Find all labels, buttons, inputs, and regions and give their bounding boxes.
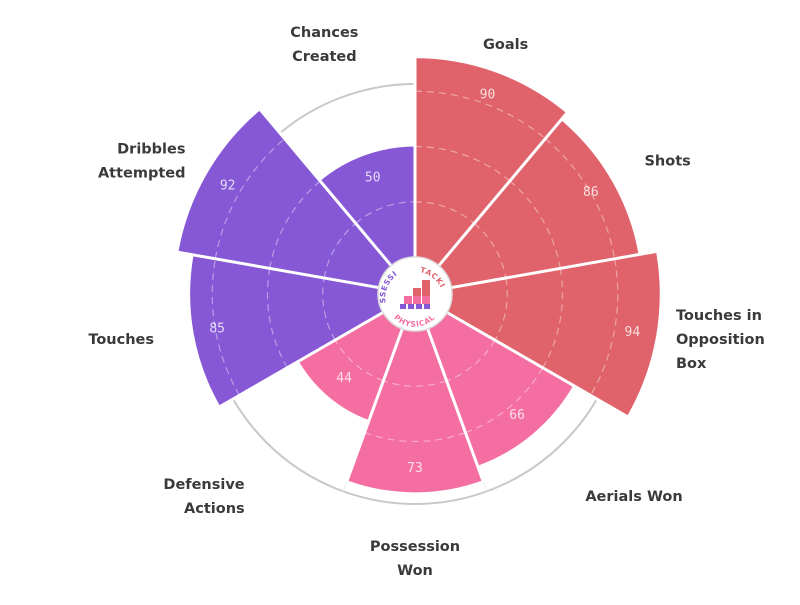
grid-arc [266, 268, 288, 369]
value-label-defensive-actions: 44 [336, 371, 352, 386]
wedge-shots [438, 120, 639, 288]
grid-arc [323, 222, 357, 279]
category-label-goals: Goals [483, 37, 528, 53]
grid-arc [364, 432, 466, 443]
wedge-defensive-actions [298, 312, 403, 421]
wedge-possession-won [347, 328, 483, 493]
wedge-chances-created [320, 146, 415, 266]
category-label-possession-won: Possession Won [370, 539, 460, 579]
wedge-separator [176, 250, 379, 290]
grid-arc [322, 277, 336, 341]
wedge-separator [437, 110, 570, 267]
category-label-defensive-actions: Defensive Actions [163, 477, 244, 517]
grid-arc [473, 222, 507, 279]
value-label-dribbles-attempted: 92 [220, 178, 236, 193]
grid-arc [509, 180, 561, 269]
value-label-possession-won: 73 [407, 461, 423, 476]
value-label-shots: 86 [583, 185, 599, 200]
grid-arc [446, 339, 496, 382]
value-label-chances-created: 50 [365, 170, 381, 185]
grid-arc [494, 277, 508, 341]
grid-arc [465, 367, 544, 434]
wedge-separator [345, 328, 404, 483]
wedges [178, 58, 660, 493]
wedge-touches [190, 254, 383, 407]
wedge-touches-in-opposition-box [447, 251, 660, 417]
grid-arc [414, 90, 546, 140]
value-label-goals: 90 [480, 87, 496, 102]
grid-arc [544, 138, 616, 259]
grid-arc [211, 258, 240, 396]
wedge-separator [426, 328, 485, 483]
wedge-dribbles-attempted [178, 109, 392, 288]
grid-arc [590, 258, 619, 396]
category-label-aerials-won: Aerials Won [585, 489, 682, 505]
value-label-touches: 85 [209, 321, 225, 336]
grid-arc [334, 339, 384, 382]
category-label-chances-created: Chances Created [290, 25, 358, 65]
wedge-goals [415, 58, 567, 266]
category-label-touches: Touches [88, 332, 154, 348]
grid-arc [383, 380, 447, 387]
value-labels: 90 86 94 66 73 44 85 92 50 [209, 87, 640, 475]
wedge-separator [217, 311, 384, 409]
grid-arc [542, 268, 564, 369]
grid-arc [269, 180, 321, 269]
value-label-aerials-won: 66 [509, 408, 525, 423]
grid-rings [211, 90, 619, 443]
logo-icon [400, 280, 430, 309]
category-label-touches-in-opposition-box: Touches in Opposition Box [676, 308, 765, 372]
wedge-separator [258, 107, 393, 267]
category-label-shots: Shots [644, 154, 690, 170]
wedge-separator [446, 311, 630, 419]
grid-arc [414, 145, 511, 182]
category-label-dribbles-attempted: Dribbles Attempted [98, 142, 186, 182]
category-labels: Goals Shots Touches in Opposition Box Aerials… [88, 25, 764, 579]
value-label-touches-in-opposition-box: 94 [625, 325, 641, 340]
wedge-separator [451, 249, 659, 290]
grid-arc [355, 201, 416, 224]
grid-arc [414, 201, 475, 224]
grid-arc [214, 138, 286, 259]
wedge-separators [176, 56, 659, 483]
